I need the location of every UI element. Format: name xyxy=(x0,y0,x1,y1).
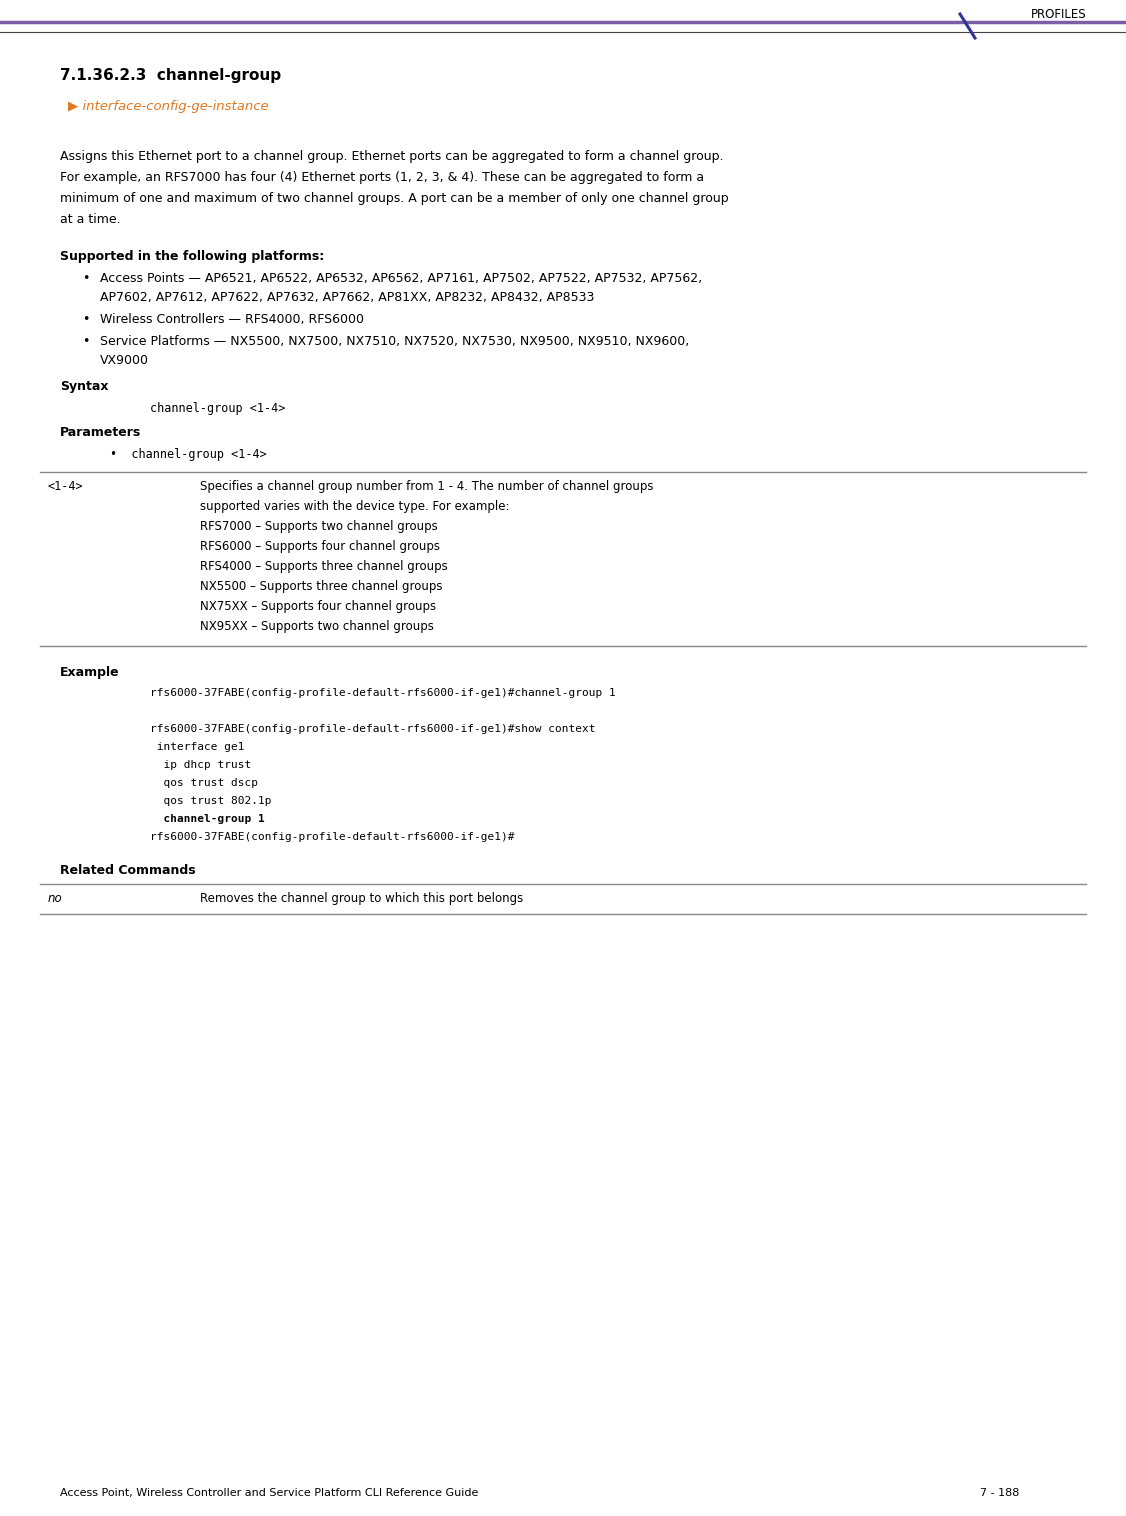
Text: channel-group 1: channel-group 1 xyxy=(150,814,265,825)
Text: Example: Example xyxy=(60,666,119,679)
Text: no: no xyxy=(48,891,63,905)
Text: <1-4>: <1-4> xyxy=(48,481,83,493)
Text: rfs6000-37FABE(config-profile-default-rfs6000-if-ge1)#: rfs6000-37FABE(config-profile-default-rf… xyxy=(150,832,515,841)
Text: •: • xyxy=(82,271,89,285)
Text: Removes the channel group to which this port belongs: Removes the channel group to which this … xyxy=(200,891,524,905)
Text: AP7602, AP7612, AP7622, AP7632, AP7662, AP81XX, AP8232, AP8432, AP8533: AP7602, AP7612, AP7622, AP7632, AP7662, … xyxy=(100,291,595,305)
Text: qos trust dscp: qos trust dscp xyxy=(150,778,258,788)
Text: Wireless Controllers — RFS4000, RFS6000: Wireless Controllers — RFS4000, RFS6000 xyxy=(100,312,364,326)
Text: Specifies a channel group number from 1 - 4. The number of channel groups: Specifies a channel group number from 1 … xyxy=(200,481,653,493)
Text: NX75XX – Supports four channel groups: NX75XX – Supports four channel groups xyxy=(200,600,436,612)
Text: channel-group <1-4>: channel-group <1-4> xyxy=(150,402,285,415)
Text: ip dhcp trust: ip dhcp trust xyxy=(150,760,251,770)
Text: VX9000: VX9000 xyxy=(100,355,149,367)
Text: RFS7000 – Supports two channel groups: RFS7000 – Supports two channel groups xyxy=(200,520,438,534)
Text: NX5500 – Supports three channel groups: NX5500 – Supports three channel groups xyxy=(200,581,443,593)
Text: Supported in the following platforms:: Supported in the following platforms: xyxy=(60,250,324,262)
Text: supported varies with the device type. For example:: supported varies with the device type. F… xyxy=(200,500,509,512)
Text: Access Points — AP6521, AP6522, AP6532, AP6562, AP7161, AP7502, AP7522, AP7532, : Access Points — AP6521, AP6522, AP6532, … xyxy=(100,271,703,285)
Text: 7 - 188: 7 - 188 xyxy=(980,1489,1019,1498)
Text: For example, an RFS7000 has four (4) Ethernet ports (1, 2, 3, & 4). These can be: For example, an RFS7000 has four (4) Eth… xyxy=(60,171,704,183)
Text: NX95XX – Supports two channel groups: NX95XX – Supports two channel groups xyxy=(200,620,434,634)
Text: minimum of one and maximum of two channel groups. A port can be a member of only: minimum of one and maximum of two channe… xyxy=(60,193,729,205)
Text: Related Commands: Related Commands xyxy=(60,864,196,876)
Text: PROFILES: PROFILES xyxy=(1030,8,1085,21)
Text: 7.1.36.2.3  channel-group: 7.1.36.2.3 channel-group xyxy=(60,68,282,83)
Text: •: • xyxy=(82,312,89,326)
Text: RFS6000 – Supports four channel groups: RFS6000 – Supports four channel groups xyxy=(200,540,440,553)
Text: •: • xyxy=(82,335,89,349)
Text: interface ge1: interface ge1 xyxy=(150,741,244,752)
Text: Service Platforms — NX5500, NX7500, NX7510, NX7520, NX7530, NX9500, NX9510, NX96: Service Platforms — NX5500, NX7500, NX75… xyxy=(100,335,689,349)
Text: at a time.: at a time. xyxy=(60,214,120,226)
Text: Assigns this Ethernet port to a channel group. Ethernet ports can be aggregated : Assigns this Ethernet port to a channel … xyxy=(60,150,724,164)
Text: ▶ interface-config-ge-instance: ▶ interface-config-ge-instance xyxy=(68,100,269,114)
Text: •  channel-group <1-4>: • channel-group <1-4> xyxy=(110,449,267,461)
Text: Syntax: Syntax xyxy=(60,381,108,393)
Text: rfs6000-37FABE(config-profile-default-rfs6000-if-ge1)#show context: rfs6000-37FABE(config-profile-default-rf… xyxy=(150,725,596,734)
Text: Parameters: Parameters xyxy=(60,426,141,440)
Text: rfs6000-37FABE(config-profile-default-rfs6000-if-ge1)#channel-group 1: rfs6000-37FABE(config-profile-default-rf… xyxy=(150,688,616,697)
Text: RFS4000 – Supports three channel groups: RFS4000 – Supports three channel groups xyxy=(200,559,448,573)
Text: qos trust 802.1p: qos trust 802.1p xyxy=(150,796,271,807)
Text: Access Point, Wireless Controller and Service Platform CLI Reference Guide: Access Point, Wireless Controller and Se… xyxy=(60,1489,479,1498)
